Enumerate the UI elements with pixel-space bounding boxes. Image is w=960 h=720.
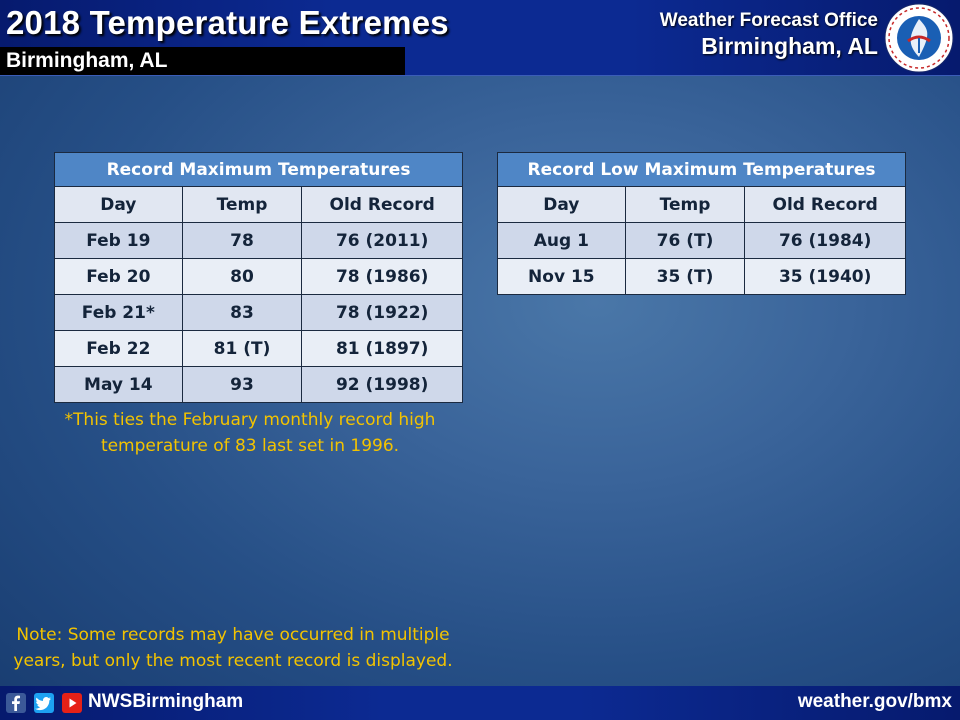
office-line-1: Weather Forecast Office xyxy=(659,10,878,31)
day-cell: Feb 21* xyxy=(54,294,183,331)
footnote: *This ties the February monthly record h… xyxy=(54,407,446,459)
column-header-temp: Temp xyxy=(624,186,746,223)
day-cell: Feb 19 xyxy=(54,222,183,259)
day-cell: May 14 xyxy=(54,366,183,403)
header-banner: 2018 Temperature Extremes Birmingham, AL… xyxy=(0,0,960,76)
record-max-table: Record Maximum Temperatures Day Temp Old… xyxy=(54,152,463,403)
page-title: 2018 Temperature Extremes xyxy=(6,4,449,41)
social-handle[interactable]: NWSBirmingham xyxy=(88,691,244,712)
column-header-old-record: Old Record xyxy=(744,186,906,223)
column-header-old-record: Old Record xyxy=(301,186,463,223)
old-record-cell: 92 (1998) xyxy=(301,366,463,403)
table-title: Record Low Maximum Temperatures xyxy=(497,152,906,187)
day-cell: Aug 1 xyxy=(497,222,626,259)
column-header-temp: Temp xyxy=(181,186,303,223)
day-cell: Feb 22 xyxy=(54,330,183,367)
footnote-line-2: temperature of 83 last set in 1996. xyxy=(100,436,400,456)
footer-banner: NWSBirmingham weather.gov/bmx xyxy=(0,686,960,720)
disclaimer-note: Note: Some records may have occurred in … xyxy=(8,622,458,674)
old-record-cell: 78 (1922) xyxy=(301,294,463,331)
old-record-cell: 35 (1940) xyxy=(744,258,906,295)
office-line-2: Birmingham, AL xyxy=(701,33,878,59)
old-record-cell: 76 (2011) xyxy=(301,222,463,259)
column-header-day: Day xyxy=(54,186,183,223)
day-cell: Feb 20 xyxy=(54,258,183,295)
temp-cell: 80 xyxy=(181,258,303,295)
facebook-icon[interactable] xyxy=(6,693,26,713)
twitter-icon[interactable] xyxy=(34,693,54,713)
temp-cell: 78 xyxy=(181,222,303,259)
old-record-cell: 76 (1984) xyxy=(744,222,906,259)
table-row: Feb 19 78 76 (2011) xyxy=(54,222,463,259)
table-row: Feb 22 81 (T) 81 (1897) xyxy=(54,330,463,367)
day-cell: Nov 15 xyxy=(497,258,626,295)
nws-logo-icon xyxy=(884,3,954,73)
temp-cell: 93 xyxy=(181,366,303,403)
youtube-icon[interactable] xyxy=(62,693,82,713)
office-name: Weather Forecast Office Birmingham, AL xyxy=(660,10,878,60)
note-line-1: Note: Some records may have occurred in … xyxy=(16,625,450,645)
location-label: Birmingham, AL xyxy=(6,49,168,72)
website-link[interactable]: weather.gov/bmx xyxy=(797,691,952,712)
table-row: Feb 20 80 78 (1986) xyxy=(54,258,463,295)
table-row: May 14 93 92 (1998) xyxy=(54,366,463,403)
old-record-cell: 81 (1897) xyxy=(301,330,463,367)
temp-cell: 81 (T) xyxy=(181,330,303,367)
temp-cell: 35 (T) xyxy=(624,258,746,295)
column-header-day: Day xyxy=(497,186,626,223)
table-title: Record Maximum Temperatures xyxy=(54,152,463,187)
table-row: Aug 1 76 (T) 76 (1984) xyxy=(497,222,906,259)
old-record-cell: 78 (1986) xyxy=(301,258,463,295)
footnote-line-1: *This ties the February monthly record h… xyxy=(64,410,436,430)
location-bar: Birmingham, AL xyxy=(0,47,405,75)
record-low-max-table: Record Low Maximum Temperatures Day Temp… xyxy=(497,152,906,295)
temp-cell: 76 (T) xyxy=(624,222,746,259)
temp-cell: 83 xyxy=(181,294,303,331)
table-row: Feb 21* 83 78 (1922) xyxy=(54,294,463,331)
note-line-2: years, but only the most recent record i… xyxy=(13,651,453,671)
table-row: Nov 15 35 (T) 35 (1940) xyxy=(497,258,906,295)
